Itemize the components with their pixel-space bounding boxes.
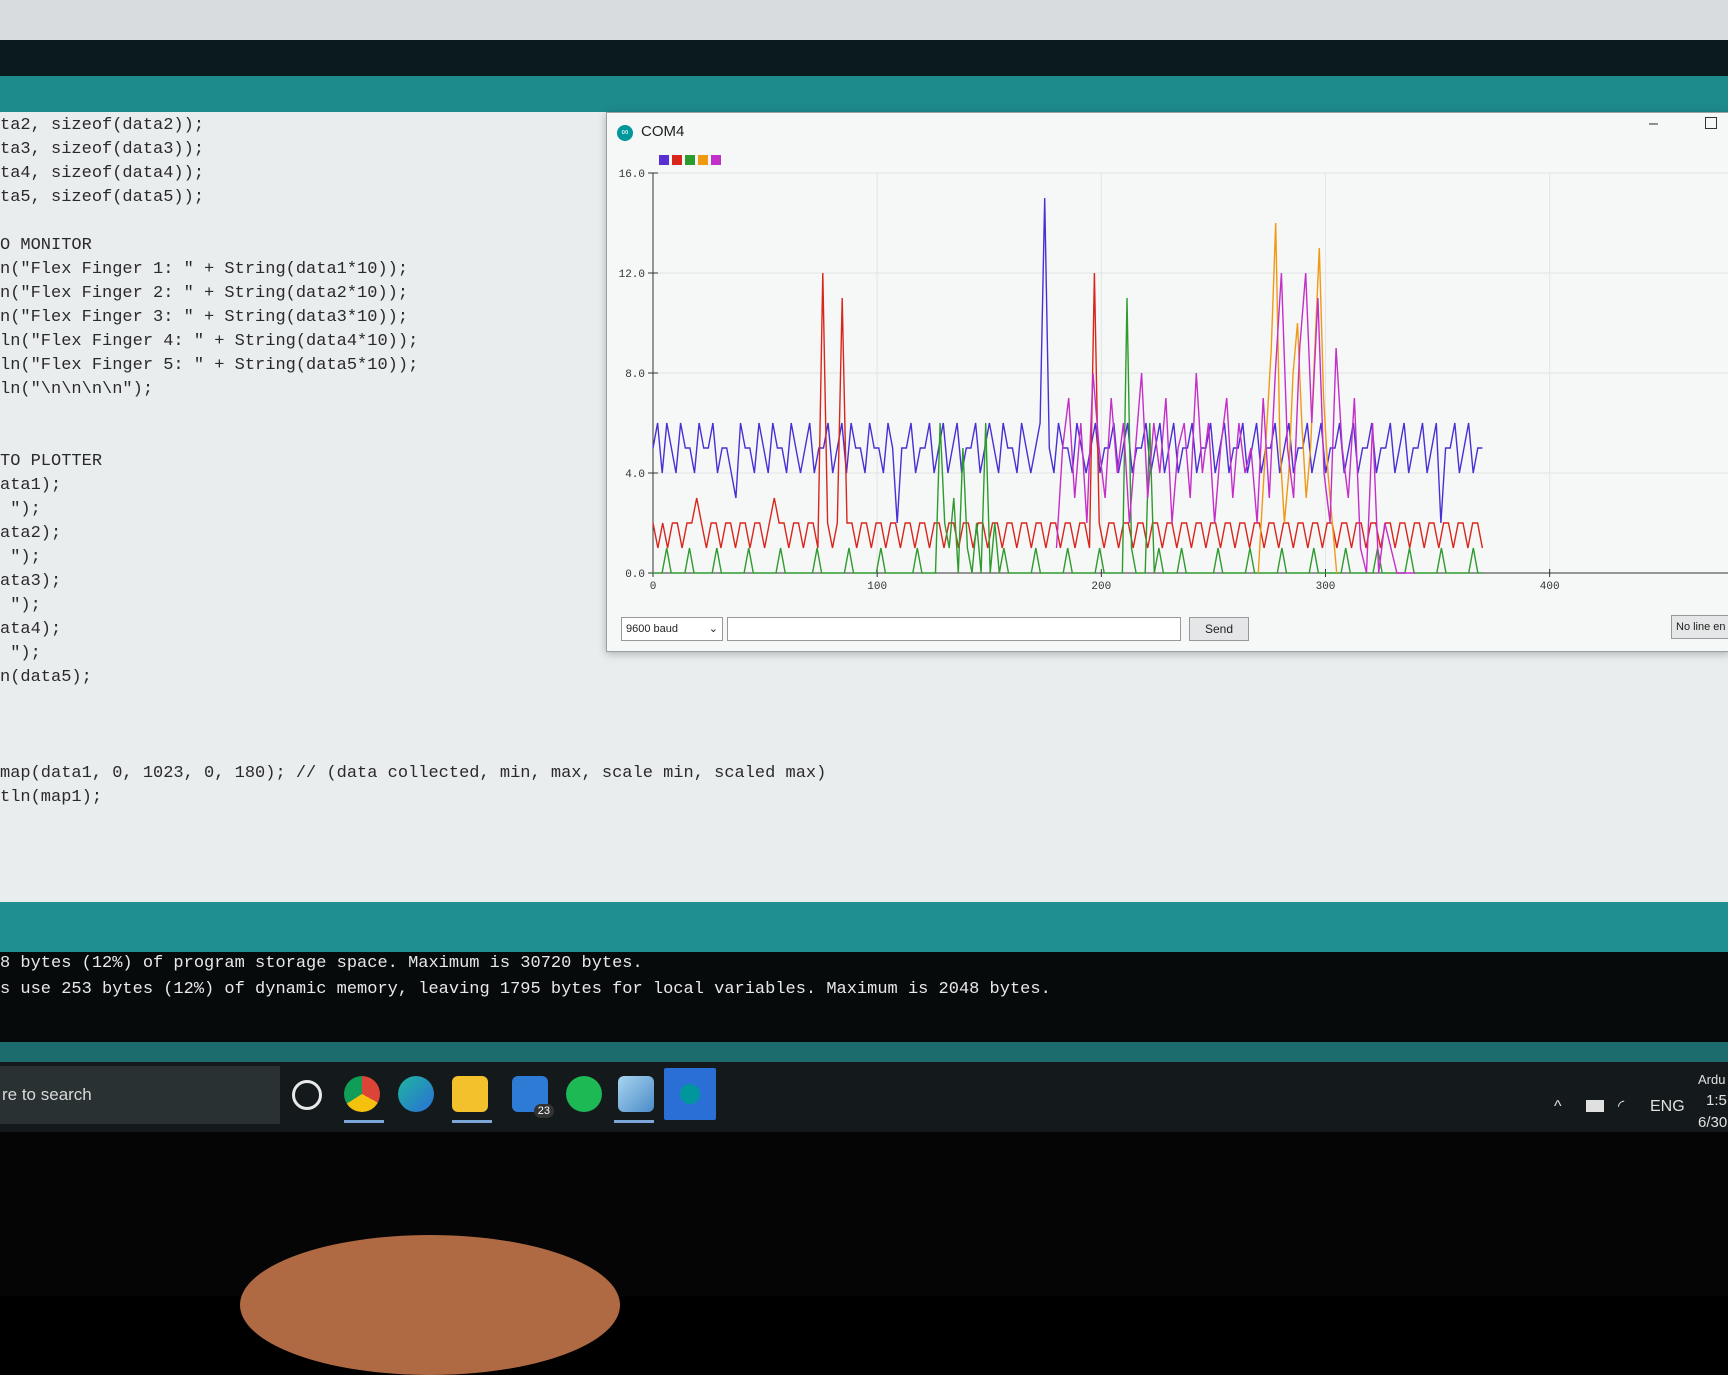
clock-time[interactable]: 1:5 — [1706, 1092, 1727, 1109]
code-line: n("Flex Finger 1: " + String(data1*10)); — [0, 260, 409, 279]
series-line-data5 — [1055, 272, 1416, 574]
code-line: ta3, sizeof(data3)); — [0, 140, 205, 159]
mail-badge: 23 — [533, 1104, 554, 1118]
code-line: ata2); — [0, 524, 62, 543]
x-tick-label: 200 — [1091, 581, 1111, 593]
ide-toolbar — [0, 76, 1728, 112]
code-line: "); — [0, 596, 41, 615]
tray-app-label: Ardu — [1698, 1072, 1726, 1087]
legend-swatch — [711, 155, 721, 165]
output-console: 8 bytes (12%) of program storage space. … — [0, 952, 1728, 1042]
serial-plotter-window[interactable]: ∞ COM4 – 0.0 4.0 8.0 12.0 16.0 0 100 200 300 400 … — [606, 112, 1728, 652]
code-line: ata3); — [0, 572, 62, 591]
taskbar-search[interactable]: re to search — [0, 1066, 280, 1124]
code-line: ln("\n\n\n\n"); — [0, 380, 154, 399]
spotify-icon[interactable] — [566, 1076, 602, 1112]
plot-area: 0.0 4.0 8.0 12.0 16.0 0 100 200 300 400 — [619, 155, 1728, 593]
code-line: n("Flex Finger 3: " + String(data3*10)); — [0, 308, 409, 327]
title-bar — [0, 40, 1728, 76]
taskbar: re to search 23 ^ ◜ ENG Ardu 1:5 6/30 — [0, 1062, 1728, 1132]
language-indicator[interactable]: ENG — [1650, 1098, 1685, 1115]
plotter-title: COM4 — [641, 123, 685, 140]
code-line: "); — [0, 548, 41, 567]
code-line: tln(map1); — [0, 788, 103, 807]
arduino-taskbar-icon[interactable] — [664, 1068, 716, 1120]
battery-icon[interactable] — [1586, 1100, 1604, 1112]
code-line: "); — [0, 644, 41, 663]
cortana-icon[interactable] — [292, 1080, 322, 1110]
legend-swatch — [659, 155, 669, 165]
y-tick-label: 12.0 — [619, 269, 645, 281]
maximize-icon[interactable] — [1705, 117, 1717, 129]
send-input[interactable] — [727, 617, 1181, 641]
series-line-data2 — [652, 272, 1484, 549]
code-line: map(data1, 0, 1023, 0, 180); // (data co… — [0, 764, 827, 783]
x-tick-label: 100 — [867, 581, 887, 593]
code-line: ata4); — [0, 620, 62, 639]
code-line: "); — [0, 500, 41, 519]
wifi-icon[interactable]: ◜ — [1618, 1098, 1625, 1115]
y-tick-label: 8.0 — [625, 369, 645, 381]
code-line: ta5, sizeof(data5)); — [0, 188, 205, 207]
app-icon[interactable] — [618, 1076, 654, 1112]
code-line: TO PLOTTER — [0, 452, 103, 471]
code-line: ta2, sizeof(data2)); — [0, 116, 205, 135]
x-tick-label: 0 — [650, 581, 657, 593]
arduino-logo-icon: ∞ — [617, 125, 633, 141]
ide-status-bar — [0, 902, 1728, 952]
code-line: ata1); — [0, 476, 62, 495]
desk-object — [240, 1235, 620, 1375]
chrome-icon[interactable] — [344, 1076, 380, 1112]
x-tick-label: 300 — [1316, 581, 1336, 593]
code-line: O MONITOR — [0, 236, 92, 255]
send-button[interactable]: Send — [1189, 617, 1249, 641]
legend-swatch — [672, 155, 682, 165]
code-line: ln("Flex Finger 5: " + String(data5*10))… — [0, 356, 419, 375]
baud-select[interactable]: 9600 baud ⌄ — [621, 617, 723, 641]
baud-value: 9600 baud — [626, 623, 678, 635]
chevron-down-icon: ⌄ — [708, 623, 718, 635]
console-line: 8 bytes (12%) of program storage space. … — [0, 954, 643, 973]
code-line: ln("Flex Finger 4: " + String(data4*10))… — [0, 332, 419, 351]
minimize-icon[interactable]: – — [1649, 115, 1658, 132]
series-line-data1 — [652, 197, 1483, 524]
y-tick-label: 4.0 — [625, 469, 645, 481]
code-line: n("Flex Finger 2: " + String(data2*10)); — [0, 284, 409, 303]
console-footer — [0, 1042, 1728, 1062]
tray-chevron-icon[interactable]: ^ — [1554, 1098, 1562, 1115]
mail-icon[interactable]: 23 — [512, 1076, 554, 1118]
code-line: n(data5); — [0, 668, 92, 687]
series-line-data3 — [653, 297, 1483, 574]
clock-date[interactable]: 6/30 — [1698, 1114, 1728, 1131]
browser-strip — [0, 0, 1728, 40]
legend-swatch — [685, 155, 695, 165]
legend-swatch — [698, 155, 708, 165]
edge-icon[interactable] — [398, 1076, 434, 1112]
y-tick-label: 0.0 — [625, 569, 645, 581]
desk-background — [0, 1132, 1728, 1296]
line-ending-select[interactable]: No line en — [1671, 615, 1728, 639]
x-tick-label: 400 — [1540, 581, 1560, 593]
file-explorer-icon[interactable] — [452, 1076, 488, 1112]
y-tick-label: 16.0 — [619, 169, 645, 181]
search-placeholder: re to search — [2, 1085, 92, 1104]
code-line: ta4, sizeof(data4)); — [0, 164, 205, 183]
series-line-data4 — [1257, 222, 1338, 574]
console-line: s use 253 bytes (12%) of dynamic memory,… — [0, 980, 1051, 999]
